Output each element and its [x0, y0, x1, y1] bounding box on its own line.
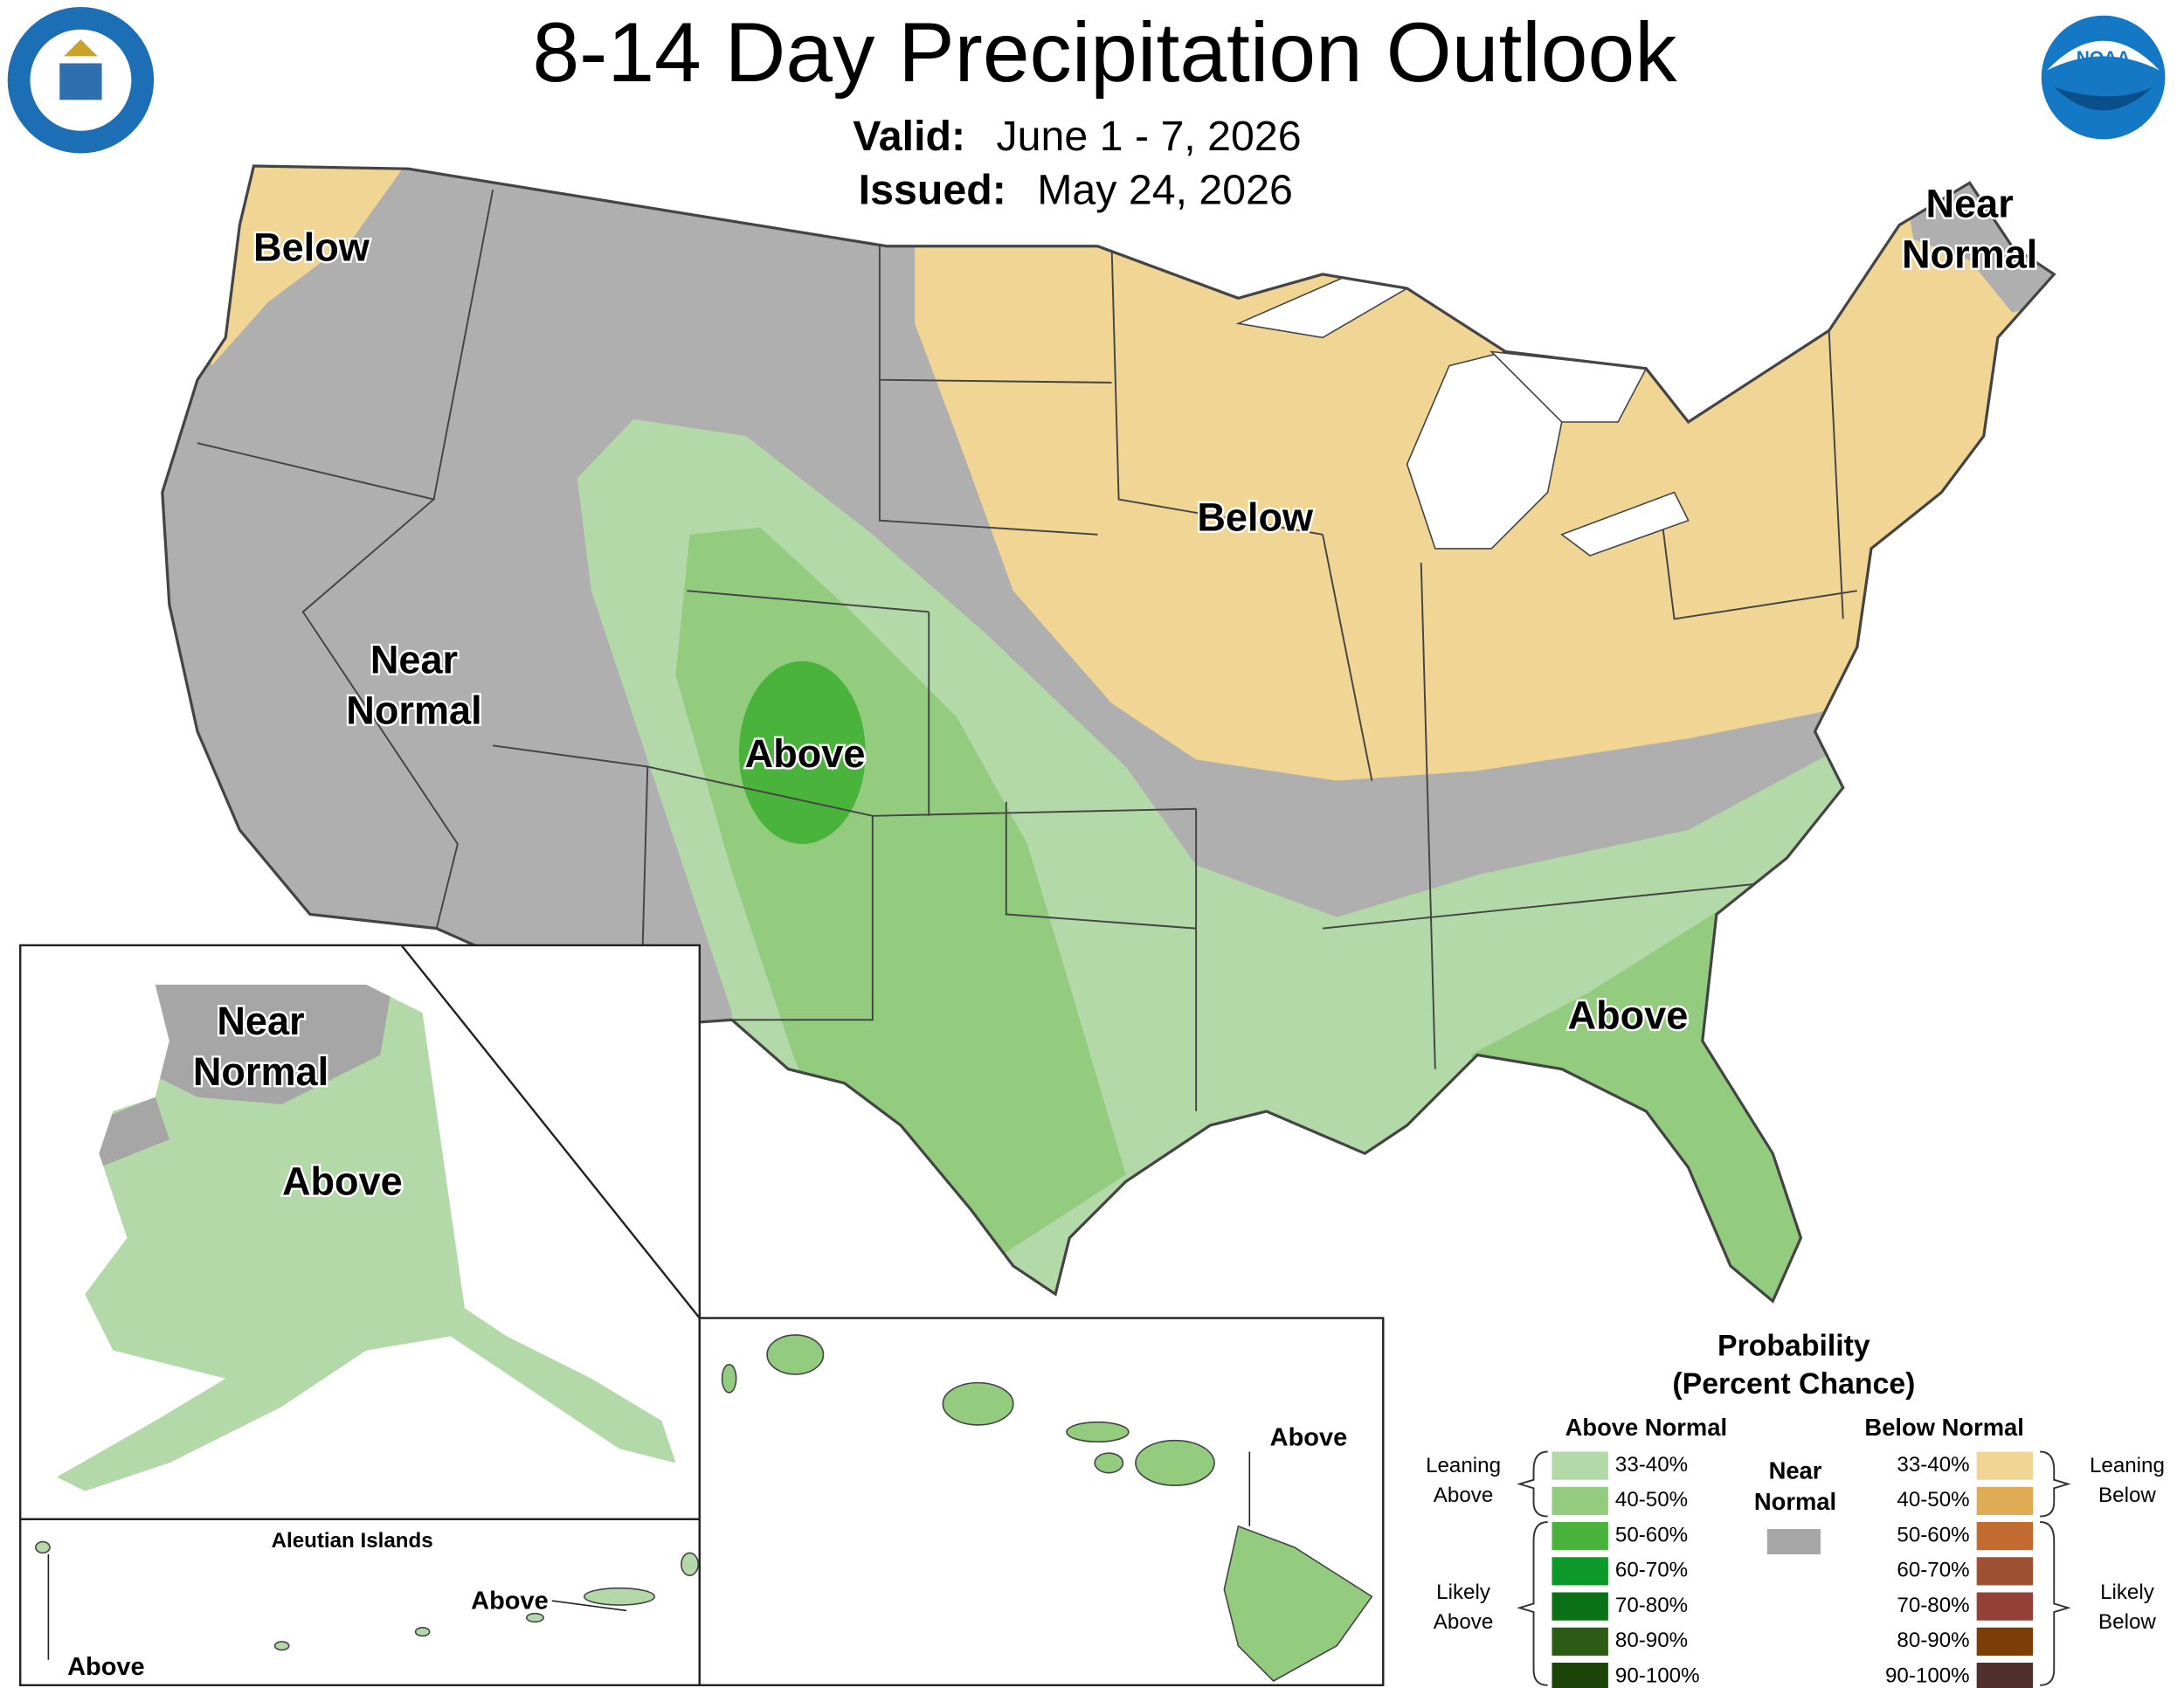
legend-swatch	[1976, 1663, 2034, 1688]
legend-label: 70-80%	[1615, 1594, 1688, 1617]
issued-label: Issued:	[859, 166, 1006, 213]
legend-label: 33-40%	[1615, 1453, 1688, 1477]
legend-swatch	[1976, 1522, 2034, 1551]
region-label: Above	[1270, 1424, 1348, 1452]
region-label-line: Normal	[346, 688, 481, 732]
legend-group-label: Leaning Below	[2090, 1455, 2165, 1508]
legend-group-label-line: Leaning	[2090, 1455, 2165, 1478]
commerce-logo	[7, 7, 155, 154]
region-label: Above	[745, 731, 866, 776]
legend-swatch	[1766, 1529, 1821, 1555]
above-region	[738, 661, 866, 844]
region-label-line: Normal	[193, 1049, 328, 1094]
legend-group-label-line: Below	[2098, 1610, 2156, 1634]
noaa-logo: NOAA	[2041, 15, 2166, 140]
legend-group-label-line: Above	[1434, 1484, 1493, 1507]
legend-swatch	[1552, 1663, 1608, 1688]
legend-swatch	[1976, 1592, 2034, 1621]
legend-label: 40-50%	[1897, 1488, 1969, 1512]
legend-swatch	[1552, 1486, 1608, 1515]
region-label: Above	[471, 1587, 549, 1615]
legend-group-label-line: Below	[2098, 1484, 2156, 1507]
legend-group-label-line: Likely	[2100, 1581, 2155, 1605]
below-region	[211, 165, 423, 366]
hawaii-islands	[721, 1334, 1373, 1682]
issued-date: May 24, 2026	[1037, 166, 1293, 213]
legend-swatch	[1552, 1557, 1608, 1586]
valid-label: Valid:	[853, 113, 965, 160]
legend-group-label-line: Likely	[1436, 1581, 1491, 1605]
region-label: Above	[67, 1653, 145, 1681]
legend-subtitle: (Percent Chance)	[1672, 1367, 1915, 1401]
legend-swatch	[1552, 1522, 1608, 1551]
legend-swatch	[1552, 1451, 1608, 1480]
region-label: Below	[1197, 495, 1314, 540]
legend-label: Near Normal	[1754, 1457, 1836, 1515]
region-label-line: Below	[1197, 495, 1314, 540]
legend-heading: Above Normal	[1565, 1414, 1727, 1441]
legend-group-label: Likely Below	[2098, 1581, 2156, 1635]
region-label: Near Normal	[193, 999, 328, 1094]
legend-swatch	[1976, 1451, 2034, 1480]
legend-label: 80-90%	[1615, 1629, 1688, 1652]
legend-label: 70-80%	[1897, 1594, 1969, 1617]
legend-label: 50-60%	[1897, 1523, 1969, 1546]
legend-label-line: Normal	[1754, 1488, 1836, 1515]
region-label: Near Normal	[1902, 182, 2037, 277]
region-label-line: Near	[1926, 182, 2014, 226]
legend-label: 33-40%	[1897, 1453, 1969, 1477]
region-label-line: Near	[370, 637, 458, 681]
legend-label: 40-50%	[1615, 1488, 1688, 1512]
legend-label: 50-60%	[1615, 1523, 1688, 1546]
region-label-line: Above	[745, 731, 866, 776]
region-label-line: Above	[1568, 993, 1689, 1038]
legend-swatch	[1976, 1627, 2034, 1656]
legend-group-label: Likely Above	[1434, 1581, 1493, 1635]
legend-title: Probability	[1717, 1329, 1870, 1362]
noaa-text: NOAA	[2077, 48, 2131, 68]
legend-label: 60-70%	[1615, 1559, 1688, 1582]
region-label-line: Normal	[1902, 232, 2037, 277]
legend-swatch	[1552, 1592, 1608, 1621]
legend-swatch	[1976, 1486, 2034, 1515]
legend-label: 90-100%	[1885, 1664, 1970, 1687]
legend-label-line: Near	[1769, 1457, 1822, 1484]
region-label: Above	[282, 1159, 403, 1204]
legend-label: 60-70%	[1897, 1559, 1969, 1582]
inset-title: Aleutian Islands	[272, 1529, 433, 1553]
legend-brackets	[1517, 1450, 2071, 1686]
region-label-line: Above	[282, 1159, 403, 1204]
legend-swatch	[1552, 1627, 1608, 1656]
legend-swatch	[1976, 1557, 2034, 1586]
region-label: Below	[253, 225, 370, 269]
region-label: Near Normal	[346, 637, 481, 732]
legend-heading: Below Normal	[1864, 1414, 2023, 1441]
region-label-line: Below	[253, 225, 370, 269]
region-label-line: Near	[217, 999, 304, 1043]
legend-label: 90-100%	[1615, 1664, 1700, 1687]
legend-group-label-line: Above	[1434, 1610, 1493, 1634]
lake	[1560, 491, 1690, 557]
region-label: Above	[1568, 993, 1689, 1038]
legend-group-label: Leaning Above	[1426, 1455, 1501, 1508]
legend-group-label-line: Leaning	[1426, 1455, 1501, 1478]
aleutian-islands	[35, 1540, 700, 1651]
valid-dates: June 1 - 7, 2026	[997, 113, 1302, 160]
legend-label: 80-90%	[1897, 1629, 1969, 1652]
title: 8-14 Day Precipitation Outlook	[532, 6, 1677, 100]
leader-line	[47, 1554, 627, 1660]
